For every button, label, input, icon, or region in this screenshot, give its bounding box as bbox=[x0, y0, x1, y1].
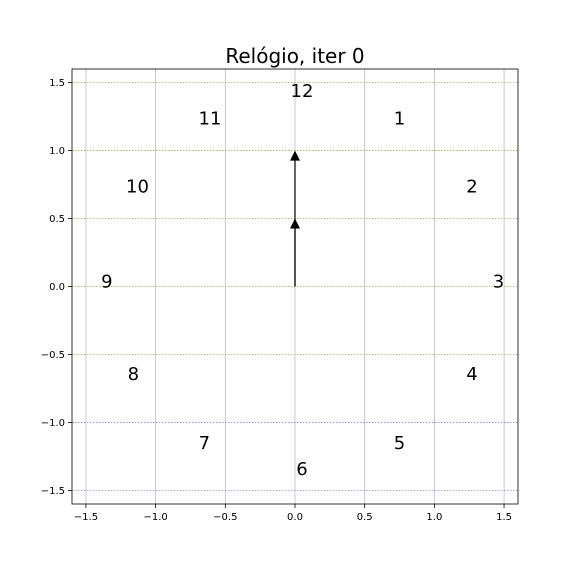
hour-label: 4 bbox=[466, 364, 477, 385]
y-tick-label: −1.5 bbox=[41, 486, 65, 497]
hour-label: 2 bbox=[466, 176, 477, 197]
x-tick-label: 0.5 bbox=[357, 512, 373, 523]
axes: −1.5 −1.0 −0.5 0.0 0.5 1.0 1.5 −1.5 −1.0 −0.5 0.0 0… bbox=[41, 68, 519, 523]
hour-label: 9 bbox=[101, 271, 112, 292]
hour-label: 5 bbox=[394, 433, 405, 454]
hour-label: 1 bbox=[394, 108, 405, 129]
y-tick-label: 0.0 bbox=[49, 282, 65, 293]
hour-label: 3 bbox=[493, 271, 504, 292]
y-tick-label: −0.5 bbox=[41, 350, 65, 361]
x-tick-label: −0.5 bbox=[213, 512, 237, 523]
hour-label: 11 bbox=[199, 108, 222, 129]
y-tick-label: 0.5 bbox=[49, 214, 65, 225]
y-tick-label: 1.0 bbox=[49, 146, 65, 157]
x-tick-label: −1.5 bbox=[74, 512, 98, 523]
x-tick-label: 1.0 bbox=[426, 512, 442, 523]
hour-label: 7 bbox=[199, 433, 210, 454]
hour-label: 6 bbox=[296, 459, 307, 480]
hour-label: 8 bbox=[128, 364, 139, 385]
hour-label: 12 bbox=[291, 81, 314, 102]
hour-label: 10 bbox=[126, 176, 149, 197]
chart-title: Relógio, iter 0 bbox=[225, 44, 364, 68]
y-tick-label: −1.0 bbox=[41, 418, 65, 429]
x-tick-label: 0.0 bbox=[287, 512, 303, 523]
x-tick-label: 1.5 bbox=[496, 512, 512, 523]
y-tick-label: 1.5 bbox=[49, 78, 65, 89]
x-tick-label: −1.0 bbox=[143, 512, 167, 523]
minute-hand-arrowhead bbox=[290, 150, 300, 161]
clock-hands bbox=[290, 150, 300, 287]
